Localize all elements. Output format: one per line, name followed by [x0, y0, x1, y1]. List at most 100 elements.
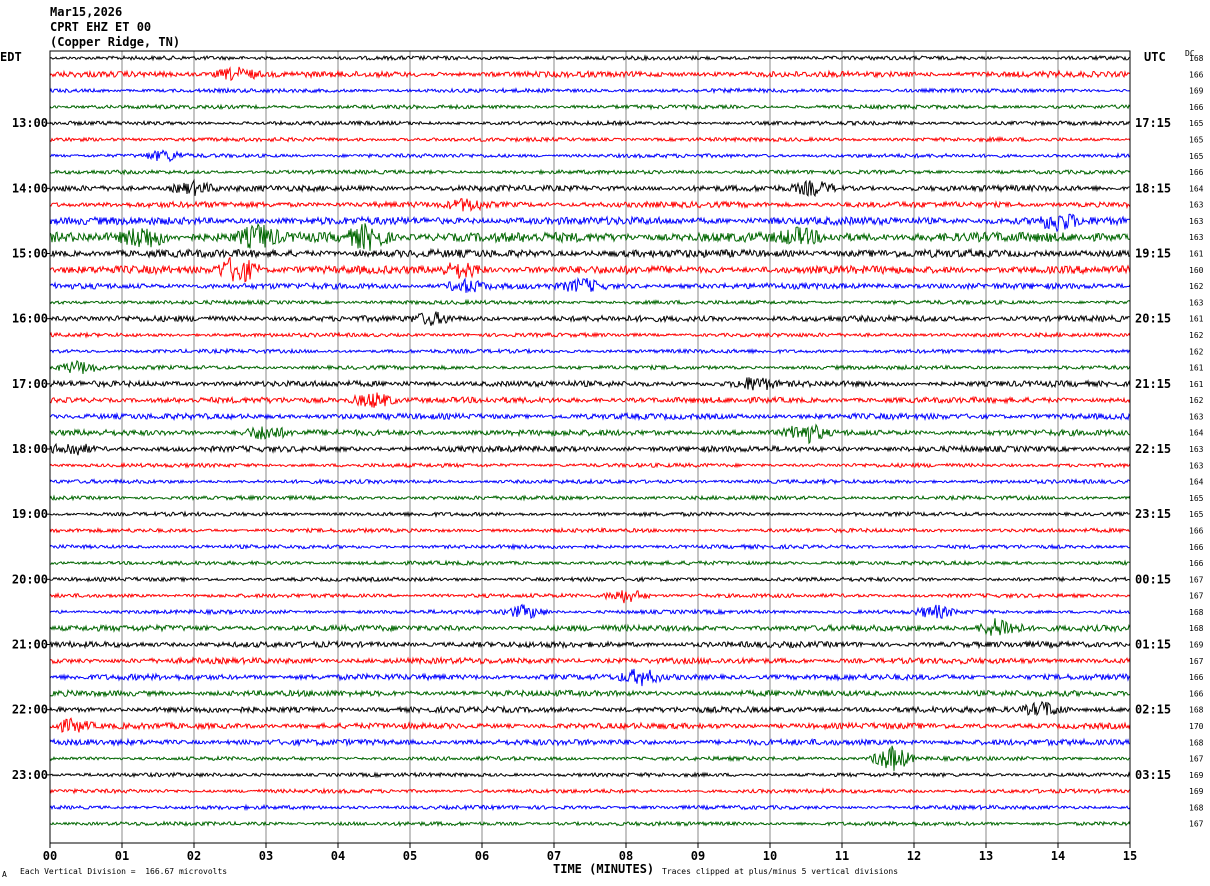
dc-offset-value: 168 — [1189, 608, 1204, 617]
dc-offset-value: 166 — [1189, 543, 1204, 552]
dc-offset-value: 165 — [1189, 119, 1204, 128]
left-hour-label: 23:00 — [12, 768, 48, 782]
right-hour-label: 03:15 — [1135, 768, 1171, 782]
seismic-trace — [49, 590, 1131, 604]
x-tick-label: 11 — [835, 849, 849, 863]
dc-offset-value: 162 — [1189, 347, 1204, 356]
left-hour-label: 13:00 — [12, 116, 48, 130]
dc-offset-value: 165 — [1189, 135, 1204, 144]
dc-offset-value: 162 — [1189, 396, 1204, 405]
seismic-trace — [49, 771, 1131, 779]
seismic-trace — [49, 803, 1131, 812]
plot-frame — [49, 50, 1131, 844]
dc-offset-value: 160 — [1189, 266, 1204, 275]
seismic-trace — [49, 54, 1131, 62]
dc-offset-value: 163 — [1189, 461, 1204, 470]
dc-offset-value: 167 — [1189, 820, 1204, 829]
seismic-trace — [49, 737, 1131, 747]
left-hour-label: 18:00 — [12, 442, 48, 456]
seismic-trace — [49, 298, 1131, 306]
seismic-trace — [49, 639, 1131, 650]
dc-offset-value: 168 — [1189, 803, 1204, 812]
right-hour-label: 21:15 — [1135, 377, 1171, 391]
seismic-trace — [49, 168, 1131, 176]
right-hour-label: 22:15 — [1135, 442, 1171, 456]
seismic-trace — [49, 542, 1130, 551]
x-tick-label: 06 — [475, 849, 489, 863]
seismic-trace — [49, 494, 1131, 502]
seismic-trace — [49, 178, 1130, 198]
x-tick-label: 03 — [259, 849, 273, 863]
dc-offset-value: 165 — [1189, 152, 1204, 161]
traces — [49, 54, 1131, 828]
dc-offset-value: 169 — [1189, 641, 1204, 650]
dc-offset-value: 169 — [1189, 771, 1204, 780]
dc-offset-value: 161 — [1189, 364, 1204, 373]
dc-offset-value: 163 — [1189, 298, 1204, 307]
seismic-trace — [49, 377, 1131, 391]
seismic-trace — [49, 256, 1131, 283]
dc-offset-value: 169 — [1189, 787, 1204, 796]
dc-offset-value: 168 — [1189, 624, 1204, 633]
seismic-trace — [49, 311, 1131, 326]
right-hour-label: 01:15 — [1135, 638, 1171, 652]
dc-offset-value: 167 — [1189, 657, 1204, 666]
dc-offset-value: 166 — [1189, 673, 1204, 682]
right-hour-label: 20:15 — [1135, 312, 1171, 326]
x-tick-label: 12 — [907, 849, 921, 863]
dc-offset-value: 166 — [1189, 168, 1204, 177]
dc-offset-value: 166 — [1189, 103, 1204, 112]
seismic-trace — [49, 66, 1131, 82]
seismic-trace — [49, 461, 1131, 469]
seismic-trace — [49, 276, 1131, 294]
seismic-trace — [49, 222, 1131, 251]
dc-offset-value: 170 — [1189, 722, 1204, 731]
x-tick-label: 09 — [691, 849, 705, 863]
dc-offset-value: 166 — [1189, 70, 1204, 79]
seismic-trace — [49, 668, 1131, 687]
seismic-trace — [49, 347, 1131, 355]
dc-offset-value: 164 — [1189, 429, 1204, 438]
seismic-trace — [49, 87, 1131, 95]
x-tick-label: 07 — [547, 849, 561, 863]
dc-offset-value: 168 — [1189, 54, 1204, 63]
seismic-trace — [49, 442, 1131, 456]
dc-offset-value: 166 — [1189, 689, 1204, 698]
x-tick-label: 08 — [619, 849, 633, 863]
seismic-trace — [49, 135, 1131, 143]
seismic-trace — [49, 103, 1131, 111]
seismic-trace — [49, 213, 1131, 233]
corner-mark: A — [2, 870, 7, 879]
dc-offset-value: 168 — [1189, 738, 1204, 747]
dc-offset-value: 166 — [1189, 559, 1204, 568]
station-code: CPRT EHZ ET 00 — [50, 20, 152, 34]
dc-offset-value: 167 — [1189, 755, 1204, 764]
seismic-trace — [49, 745, 1131, 771]
dc-offset-column: 168 166 169 166 165 165 165 166 164 163 163 163 161 1… — [1189, 54, 1204, 829]
x-tick-label: 14 — [1051, 849, 1065, 863]
seismic-trace — [49, 603, 1131, 620]
seismic-trace — [49, 559, 1131, 567]
left-hour-label: 16:00 — [12, 312, 48, 326]
seismic-trace — [49, 618, 1131, 636]
dc-offset-value: 163 — [1189, 412, 1204, 421]
seismic-trace — [49, 359, 1131, 375]
left-time-axis: 13:00 14:00 15:00 16:00 17:00 18:00 19:00 20:00… — [12, 116, 50, 782]
dc-offset-value: 169 — [1189, 87, 1204, 96]
left-hour-label: 19:00 — [12, 507, 48, 521]
x-tick-label: 02 — [187, 849, 201, 863]
seismic-trace — [49, 331, 1131, 339]
seismic-trace — [49, 247, 1131, 260]
dc-offset-value: 165 — [1189, 510, 1204, 519]
dc-offset-value: 164 — [1189, 478, 1204, 487]
dc-offset-value: 167 — [1189, 575, 1204, 584]
seismic-trace — [49, 717, 1131, 733]
dc-offset-value: 167 — [1189, 592, 1204, 601]
seismic-trace — [49, 392, 1131, 408]
right-hour-label: 18:15 — [1135, 181, 1171, 195]
seismic-trace — [49, 526, 1131, 534]
seismic-trace — [49, 820, 1131, 828]
left-timezone-label: EDT — [0, 50, 22, 64]
dc-header-label: DC — [1185, 49, 1195, 58]
